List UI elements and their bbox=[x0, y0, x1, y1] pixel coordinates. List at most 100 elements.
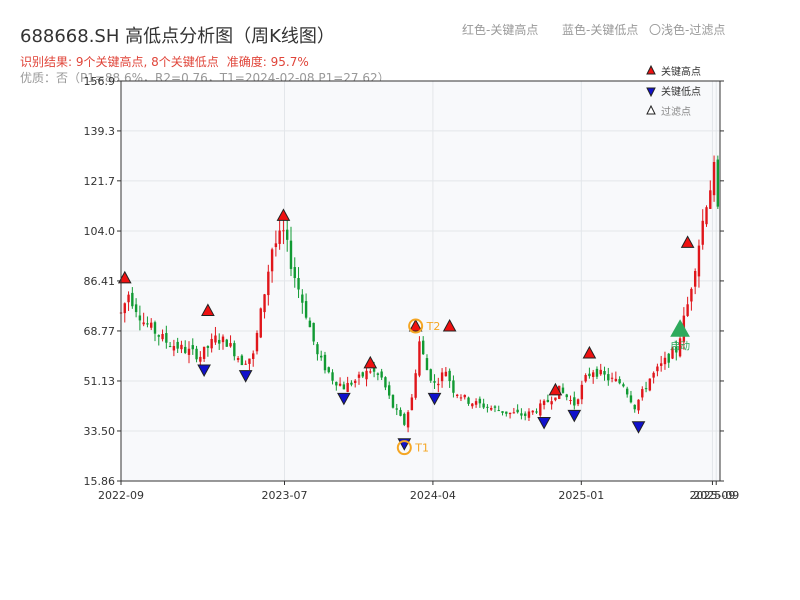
candle-body bbox=[406, 412, 410, 428]
key-low-marker bbox=[197, 364, 211, 378]
candle-body bbox=[365, 370, 368, 380]
candle-body bbox=[701, 220, 704, 245]
candle-body bbox=[705, 207, 708, 225]
legend-filtered-label: 过滤点 bbox=[661, 105, 691, 118]
candle-body bbox=[229, 343, 232, 347]
candle-body bbox=[259, 308, 262, 338]
candle-body bbox=[221, 336, 225, 343]
candle-body bbox=[516, 409, 519, 413]
candle-body bbox=[184, 346, 187, 353]
candle-body bbox=[539, 403, 542, 416]
candle-body bbox=[391, 394, 395, 408]
candle-body bbox=[252, 353, 255, 359]
candle-body bbox=[142, 322, 145, 325]
legend-high-marker bbox=[646, 64, 656, 75]
candle-body bbox=[652, 372, 655, 378]
candle-body bbox=[161, 334, 164, 340]
high-low-marks: 启动 T1 T2 bbox=[117, 208, 695, 456]
candle-body bbox=[327, 367, 330, 373]
candle-body bbox=[573, 397, 576, 406]
turning-point-label: T2 bbox=[426, 320, 441, 333]
candle-body bbox=[610, 377, 614, 379]
candle-body bbox=[286, 229, 289, 240]
candle-body bbox=[127, 294, 130, 303]
candle-body bbox=[289, 240, 293, 269]
candle-body bbox=[233, 343, 236, 357]
filtered-point-marker bbox=[670, 319, 690, 337]
candle-body bbox=[361, 372, 364, 377]
candle-body bbox=[542, 400, 546, 406]
key-high-marker bbox=[582, 345, 597, 359]
candle-body bbox=[338, 383, 342, 386]
candle-body bbox=[671, 348, 674, 359]
key-high-marker bbox=[117, 270, 132, 284]
candle-body bbox=[637, 399, 640, 411]
candle-body bbox=[712, 162, 716, 196]
candle-body bbox=[399, 409, 402, 416]
candle-body bbox=[444, 371, 448, 377]
candle-body bbox=[195, 348, 198, 360]
candle-body bbox=[576, 399, 580, 405]
candle-body bbox=[565, 394, 568, 398]
turning-point-label: T1 bbox=[414, 442, 429, 455]
candle-body bbox=[618, 379, 621, 384]
filtered-point-label: 启动 bbox=[670, 339, 690, 352]
candle-body bbox=[486, 406, 489, 408]
turning-point-ring bbox=[408, 318, 424, 334]
candle-body bbox=[357, 374, 361, 378]
candle-body bbox=[180, 344, 183, 350]
candle-body bbox=[282, 230, 285, 232]
candle-body bbox=[471, 403, 474, 407]
candle-body bbox=[267, 271, 270, 296]
candle-body bbox=[588, 373, 591, 377]
candle-body bbox=[293, 267, 296, 279]
candle-body bbox=[403, 413, 406, 425]
key-low-marker bbox=[567, 409, 582, 423]
candle-body bbox=[157, 335, 160, 337]
candle-body bbox=[278, 230, 281, 244]
candle-body bbox=[505, 411, 508, 414]
candle-body bbox=[172, 345, 176, 351]
legend-low-marker bbox=[646, 87, 656, 98]
candle-body bbox=[716, 159, 720, 207]
candle-body bbox=[497, 410, 500, 412]
candle-body bbox=[214, 335, 217, 343]
y-tick-label: 104.0 bbox=[84, 225, 116, 238]
candle-body bbox=[331, 372, 334, 381]
candle-body bbox=[648, 378, 652, 391]
candle-body bbox=[501, 411, 504, 413]
candle-body bbox=[410, 397, 414, 411]
candle-body bbox=[709, 190, 712, 209]
candle-body bbox=[459, 397, 463, 399]
candle-body bbox=[244, 363, 247, 365]
candle-body bbox=[429, 369, 432, 381]
candle-body bbox=[418, 341, 421, 376]
candle-body bbox=[659, 363, 663, 366]
axes: 15.86 33.50 51.13 68.77 86.41 104.0 121.7 139.3… bbox=[84, 75, 740, 502]
candle-body bbox=[335, 381, 338, 386]
header-legend-red: 红色-关键高点 bbox=[462, 23, 539, 37]
candle-body bbox=[482, 403, 485, 408]
candle-body bbox=[342, 384, 346, 390]
candle-body bbox=[323, 354, 327, 371]
candle-body bbox=[134, 304, 138, 313]
legend-low-label: 关键低点 bbox=[661, 85, 701, 98]
candle-body bbox=[320, 355, 323, 358]
candle-body bbox=[218, 339, 221, 344]
candle-body bbox=[380, 371, 383, 378]
candle-body bbox=[369, 371, 372, 373]
y-tick-label: 139.3 bbox=[84, 125, 116, 138]
candle-body bbox=[150, 322, 153, 328]
candle-body bbox=[686, 304, 689, 316]
candle-body bbox=[644, 388, 648, 390]
candle-body bbox=[146, 323, 149, 325]
candle-body bbox=[474, 401, 478, 405]
candle-body bbox=[633, 404, 636, 410]
key-high-marker bbox=[408, 318, 423, 332]
key-low-marker bbox=[427, 392, 442, 406]
header-legend-light: 〇浅色-过滤点 bbox=[649, 23, 726, 37]
result-summary: 识别结果: 9个关键高点, 8个关键低点 bbox=[20, 55, 219, 69]
chart-title: 688668.SH 高低点分析图（周K线图） bbox=[20, 26, 335, 47]
candle-body bbox=[433, 381, 436, 383]
candle-body bbox=[629, 395, 633, 403]
